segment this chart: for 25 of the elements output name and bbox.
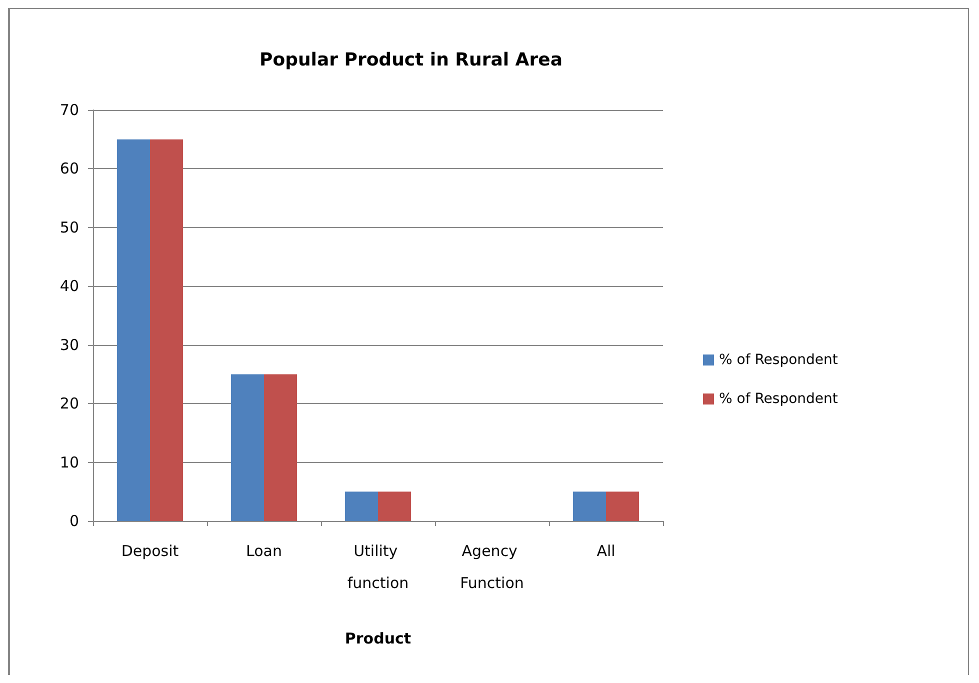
bar (230, 374, 264, 521)
x-tick-label: Agency Function (460, 542, 524, 592)
legend-label: % of Respondent (719, 391, 838, 407)
y-tick-label: 70 (60, 101, 79, 119)
y-tick-label: 20 (60, 394, 79, 413)
legend-label: % of Respondent (719, 352, 838, 368)
x-tick-label: Utility function (347, 542, 409, 592)
chart-title: Popular Product in Rural Area (260, 50, 562, 70)
y-tick-label: 0 (69, 512, 79, 530)
bar (606, 492, 640, 521)
x-tick-label: Deposit (121, 542, 179, 560)
y-tick-label: 30 (60, 336, 79, 354)
y-tick-label: 60 (60, 160, 79, 178)
y-tick-label: 40 (60, 277, 79, 296)
x-tick-label: All (596, 542, 616, 560)
bar (572, 492, 606, 521)
x-tick-label: Loan (246, 542, 282, 560)
y-tick-label: 10 (60, 453, 79, 472)
x-axis-title: Product (344, 630, 412, 648)
bar (150, 139, 184, 521)
bar (344, 492, 378, 521)
bar (116, 139, 150, 521)
bar (378, 492, 412, 521)
y-tick-label: 50 (60, 218, 79, 236)
bar (264, 374, 298, 521)
